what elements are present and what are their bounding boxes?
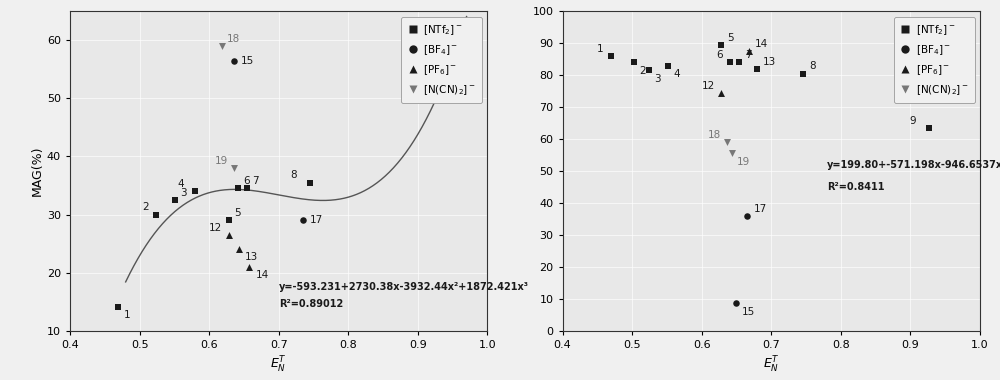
Point [221,217,237,223]
Point [722,59,738,65]
Point [226,165,242,171]
Text: y=-593.231+2730.38x-3932.44x²+1872.421x³: y=-593.231+2730.38x-3932.44x²+1872.421x³ [279,282,529,292]
Point [295,217,311,223]
X-axis label: $\mathit{E}_N^T$: $\mathit{E}_N^T$ [270,355,287,375]
Text: 14: 14 [256,270,269,280]
Point [167,197,183,203]
Legend: [NTf$_2$]$^-$, [BF$_4$]$^-$, [PF$_6$]$^-$, [N(CN)$_2$]$^-$: [NTf$_2$]$^-$, [BF$_4$]$^-$, [PF$_6$]$^-… [401,17,482,103]
Text: 6: 6 [243,176,250,186]
Point [239,185,255,192]
Point [226,58,242,64]
Text: 3: 3 [181,188,187,198]
Text: 3: 3 [654,74,661,84]
Text: 9: 9 [442,83,449,93]
Point [148,212,164,218]
Point [660,63,676,69]
Point [713,42,729,48]
Text: 1: 1 [597,44,603,54]
Point [724,150,740,157]
Text: 6: 6 [716,50,723,60]
Text: 5: 5 [727,33,733,43]
Point [221,232,237,238]
Text: 2: 2 [639,66,646,76]
Text: 19: 19 [215,156,228,166]
Y-axis label: MAG(%): MAG(%) [31,146,44,196]
Point [302,180,318,186]
Text: 4: 4 [673,69,680,79]
Point [749,66,765,72]
Point [187,188,203,194]
Text: 1: 1 [124,310,130,320]
Text: 12: 12 [209,223,222,233]
Point [731,59,747,65]
Text: 7: 7 [745,50,751,60]
Text: 9: 9 [910,116,916,126]
Text: 15: 15 [742,307,755,317]
Text: 19: 19 [737,157,750,166]
Text: 8: 8 [291,171,297,180]
Legend: [NTf$_2$]$^-$, [BF$_4$]$^-$, [PF$_6$]$^-$, [N(CN)$_2$]$^-$: [NTf$_2$]$^-$, [BF$_4$]$^-$, [PF$_6$]$^-… [894,17,975,103]
Text: 8: 8 [810,62,816,71]
Point [713,90,729,96]
Text: 4: 4 [178,179,184,189]
Point [603,53,619,59]
Text: 7: 7 [252,176,259,186]
Text: 5: 5 [234,208,241,218]
Point [728,301,744,307]
Point [230,185,246,192]
Point [626,59,642,65]
X-axis label: $\mathit{E}_N^T$: $\mathit{E}_N^T$ [763,355,780,375]
Point [741,48,757,54]
Point [214,43,230,49]
Point [719,139,735,145]
Point [739,213,755,219]
Text: 2: 2 [142,203,149,212]
Text: R²=0.89012: R²=0.89012 [279,299,343,309]
Text: 13: 13 [245,252,258,263]
Text: 17: 17 [754,204,767,214]
Text: 14: 14 [755,39,768,49]
Text: 18: 18 [707,130,721,140]
Text: R²=0.8411: R²=0.8411 [827,182,884,192]
Text: 12: 12 [702,81,715,90]
Point [429,92,445,98]
Point [921,125,937,131]
Point [241,264,257,270]
Text: 18: 18 [227,34,240,44]
Text: y=199.80+-571.198x-946.6537x²-572.427x³: y=199.80+-571.198x-946.6537x²-572.427x³ [827,160,1000,169]
Point [231,246,247,252]
Text: 13: 13 [763,57,776,66]
Text: 15: 15 [241,55,254,65]
Point [641,67,657,73]
Text: 17: 17 [310,215,323,225]
Point [795,71,811,77]
Point [110,304,126,310]
